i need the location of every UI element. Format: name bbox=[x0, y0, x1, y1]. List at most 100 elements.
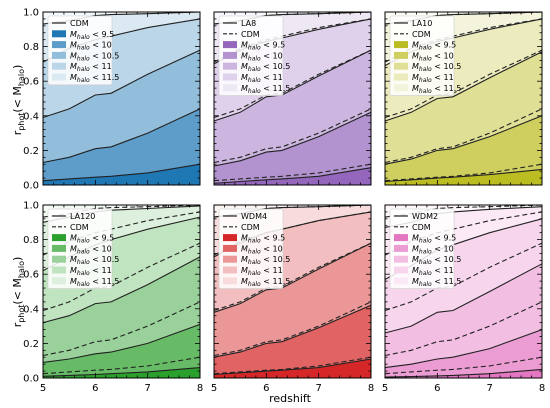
cdm-curve-1 bbox=[42, 356, 201, 375]
legend-swatch bbox=[52, 255, 66, 263]
legend-swatch bbox=[52, 277, 66, 285]
x-tick-label: 7 bbox=[486, 383, 492, 394]
cdm-curve-5 bbox=[384, 11, 543, 25]
cdm-curve-1 bbox=[384, 163, 543, 182]
x-tick-label: 6 bbox=[263, 383, 269, 394]
band-2 bbox=[385, 329, 542, 378]
legend-swatch bbox=[223, 234, 237, 242]
y-tick-label: 1.0 bbox=[23, 201, 39, 212]
legend-swatch bbox=[223, 62, 237, 70]
y-label-paren-sub: halo bbox=[17, 69, 26, 86]
y-axis-label-top: rphot(< Mhalo) bbox=[11, 65, 26, 136]
legend-swatch bbox=[223, 244, 237, 252]
y-tick-label: 0.0 bbox=[23, 374, 39, 385]
band-1 bbox=[385, 369, 542, 378]
x-tick-label: 8 bbox=[197, 383, 203, 394]
legend-swatch bbox=[394, 277, 408, 285]
legend-label: Mhalo < 11.5 bbox=[241, 84, 290, 95]
legend-label: Mhalo < 10.5 bbox=[241, 62, 290, 73]
legend-swatch bbox=[223, 277, 237, 285]
cdm-curve-1 bbox=[384, 356, 543, 375]
legend-label: Mhalo < 9.5 bbox=[412, 41, 456, 52]
model-curve-1 bbox=[42, 367, 201, 377]
legend-label: Mhalo < 11 bbox=[241, 73, 283, 84]
model-curve-2 bbox=[384, 115, 543, 165]
legend-label: Mhalo < 10 bbox=[241, 244, 283, 255]
y-label-paren: (< M bbox=[11, 278, 24, 305]
model-curve-1 bbox=[384, 368, 543, 378]
legend-label: Mhalo < 10.5 bbox=[412, 62, 461, 73]
legend-swatch bbox=[52, 244, 66, 252]
y-tick-label: 0.8 bbox=[23, 42, 39, 53]
legend-swatch bbox=[52, 73, 66, 81]
cdm-curve-5 bbox=[213, 11, 372, 25]
legend-label: Mhalo < 10.5 bbox=[241, 255, 290, 266]
legend-swatch bbox=[223, 255, 237, 263]
legend-label: Mhalo < 11.5 bbox=[70, 277, 119, 288]
y-label-paren-sub: halo bbox=[17, 261, 26, 278]
y-label-sub: phot bbox=[17, 113, 26, 131]
legend-label: Mhalo < 11 bbox=[70, 62, 112, 73]
legend-swatch bbox=[223, 266, 237, 274]
panel-frame bbox=[384, 204, 543, 379]
x-tick-label: 5 bbox=[40, 383, 46, 394]
legend-label: Mhalo < 10 bbox=[70, 41, 112, 52]
model-curve-3 bbox=[384, 51, 543, 122]
band-1 bbox=[43, 164, 200, 185]
y-tick-label: 0.6 bbox=[23, 270, 39, 281]
legend-label: WDM2 bbox=[412, 212, 438, 221]
panel-la120: 5 6 7 8 0.0 0.2 0.4 0.6 0.8 1.0 LA120 CDM Mhalo < 9.… bbox=[23, 201, 203, 395]
legend-swatch bbox=[394, 234, 408, 242]
legend-label: Mhalo < 11.5 bbox=[412, 277, 461, 288]
y-label-main: r bbox=[11, 322, 24, 327]
cdm-curve-1 bbox=[213, 163, 372, 182]
y-tick-label: 0.0 bbox=[23, 181, 39, 192]
legend-label: Mhalo < 11.5 bbox=[70, 73, 119, 84]
x-tick-label: 8 bbox=[539, 383, 545, 394]
legend-label: Mhalo < 10 bbox=[241, 51, 283, 62]
legend-label: Mhalo < 11 bbox=[412, 73, 454, 84]
legend-swatch bbox=[52, 30, 66, 38]
band-2 bbox=[214, 305, 371, 378]
y-tick-label: 0.4 bbox=[23, 304, 39, 315]
legend-swatch bbox=[223, 84, 237, 92]
band-2 bbox=[214, 112, 371, 185]
y-label-paren: (< M bbox=[11, 86, 24, 113]
y-axis-label-bottom: rphot(< Mhalo) bbox=[11, 257, 26, 328]
legend-swatch bbox=[223, 73, 237, 81]
model-curve-2 bbox=[213, 304, 372, 358]
y-tick-label: 0.6 bbox=[23, 77, 39, 88]
x-axis-label: redshift bbox=[269, 392, 311, 405]
model-curve-1 bbox=[213, 167, 372, 184]
legend-label: CDM bbox=[70, 223, 89, 232]
panel-frame bbox=[213, 204, 372, 379]
legend-label: Mhalo < 10 bbox=[412, 244, 454, 255]
legend-label: Mhalo < 10.5 bbox=[70, 255, 119, 266]
legend-label: LA120 bbox=[70, 212, 95, 221]
x-tick-label: 5 bbox=[211, 383, 217, 394]
band-1 bbox=[385, 169, 542, 185]
model-curve-3 bbox=[42, 49, 201, 119]
panel-frame bbox=[384, 11, 543, 186]
panel-frame bbox=[42, 204, 201, 379]
legend-swatch bbox=[394, 84, 408, 92]
legend-label: Mhalo < 10 bbox=[70, 244, 112, 255]
panel-frame bbox=[213, 11, 372, 186]
y-tick-label: 0.4 bbox=[23, 111, 39, 122]
legend-label: WDM4 bbox=[241, 212, 267, 221]
y-tick-label: 1.0 bbox=[23, 8, 39, 19]
y-label-close: ) bbox=[11, 257, 24, 261]
band-1 bbox=[214, 359, 371, 378]
cdm-curve-5 bbox=[213, 204, 372, 218]
y-tick-label: 0.8 bbox=[23, 235, 39, 246]
y-tick-label: 0.2 bbox=[23, 339, 39, 350]
model-curve-1 bbox=[384, 168, 543, 183]
legend-label: Mhalo < 10.5 bbox=[412, 255, 461, 266]
y-tick-label: 0.2 bbox=[23, 146, 39, 157]
y-label-close: ) bbox=[11, 65, 24, 69]
legend-label: Mhalo < 11.5 bbox=[241, 277, 290, 288]
